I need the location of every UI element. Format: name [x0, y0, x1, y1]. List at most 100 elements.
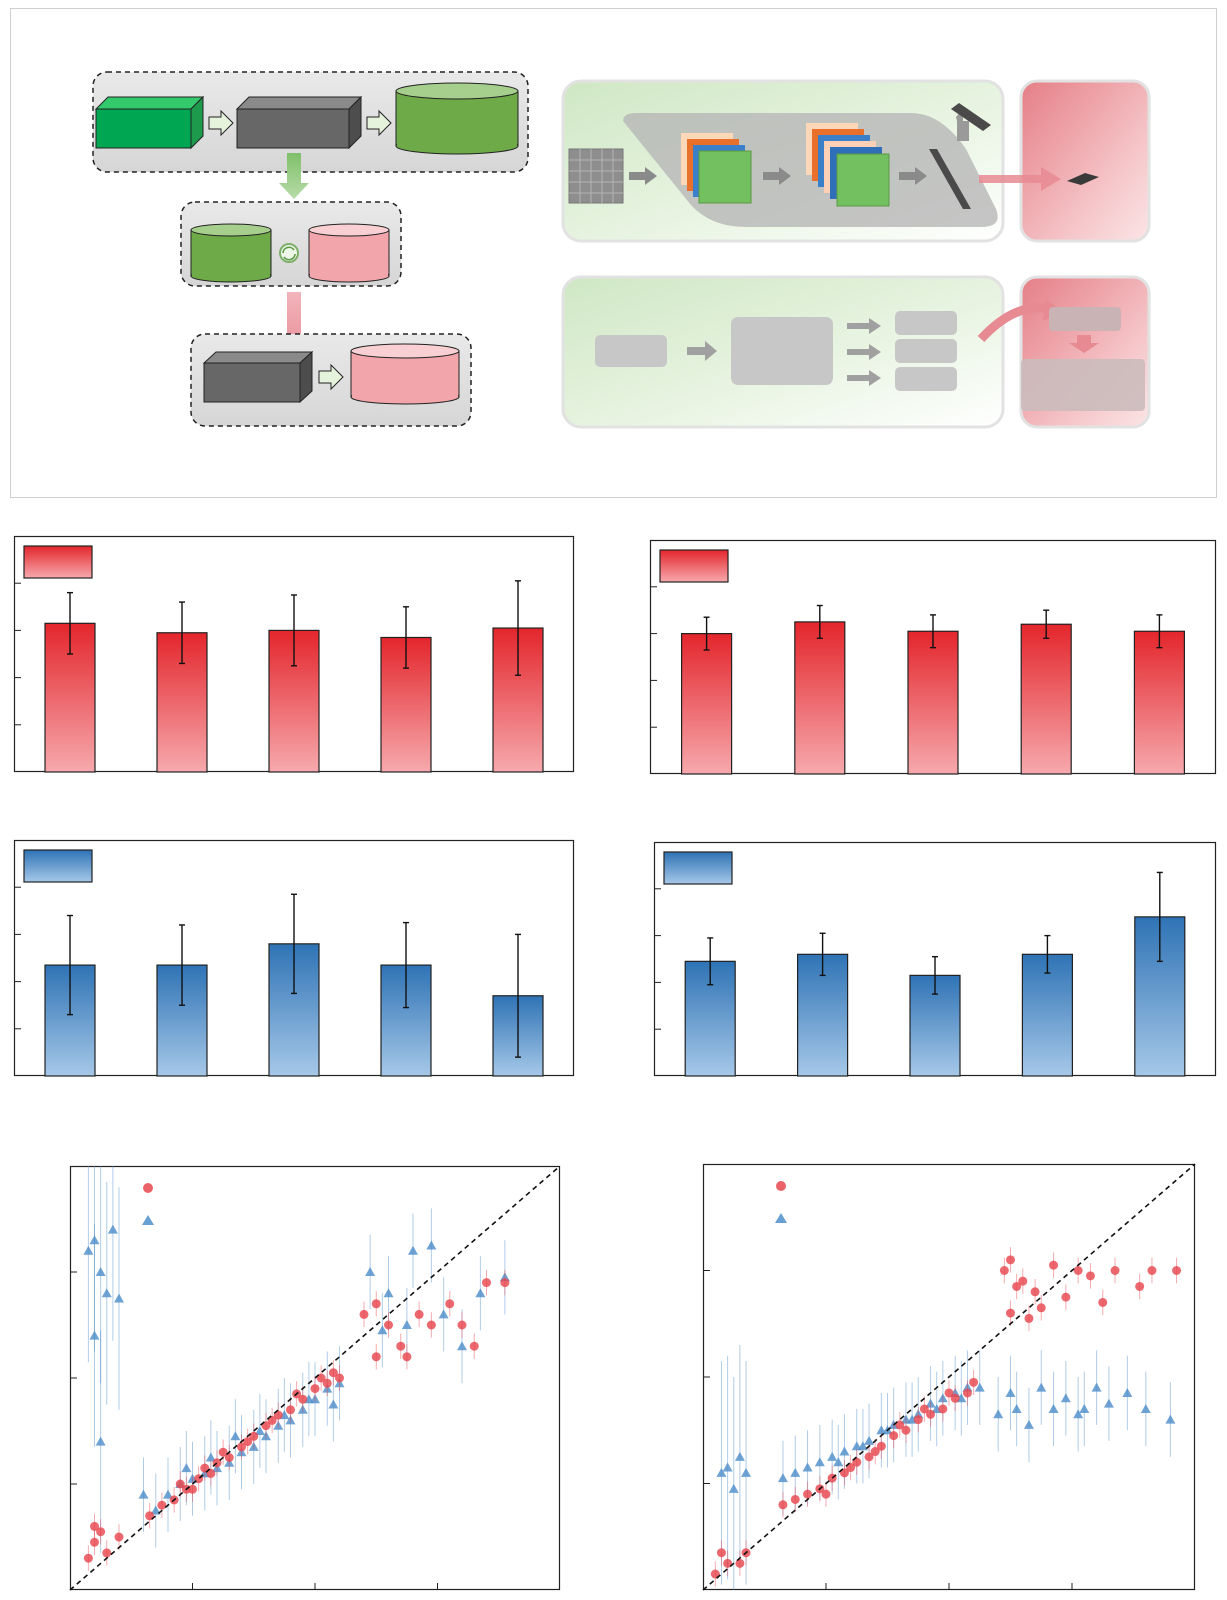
data-point-circle [1049, 1260, 1059, 1270]
bar-chart-svg [649, 539, 1217, 775]
data-point-triangle [365, 1267, 376, 1276]
data-point-triangle [937, 1393, 948, 1403]
data-point-circle [396, 1341, 406, 1351]
data-point-circle [322, 1378, 332, 1388]
data-point-circle [1024, 1313, 1034, 1323]
top-pipeline-group [92, 71, 529, 173]
data-point-circle [96, 1527, 106, 1537]
data-point-circle [969, 1377, 979, 1387]
data-point-triangle [107, 1224, 118, 1234]
data-point-circle [1172, 1266, 1182, 1275]
bar [907, 630, 959, 775]
cnn-panel [561, 79, 1005, 243]
data-point-triangle [1165, 1414, 1176, 1424]
data-point-circle [371, 1352, 381, 1362]
data-point-circle [83, 1553, 93, 1563]
data-point-triangle [1023, 1419, 1034, 1429]
gray-block [202, 350, 314, 404]
data-point-triangle [322, 1383, 333, 1393]
data-point-circle [1030, 1287, 1040, 1297]
data-point-circle [469, 1341, 479, 1351]
data-point-triangle [248, 1441, 259, 1451]
data-point-triangle [401, 1320, 412, 1329]
green-cylinder [190, 223, 272, 283]
bar-chart-blue-left [13, 839, 575, 1077]
data-point-triangle [150, 1505, 161, 1515]
data-point-triangle [83, 1245, 94, 1255]
data-point-triangle [1005, 1387, 1016, 1397]
data-point-circle [710, 1569, 720, 1579]
bar-chart-red-right [649, 539, 1217, 775]
data-point-circle [457, 1320, 467, 1330]
data-point-triangle [95, 1267, 106, 1276]
data-point-triangle [212, 1463, 222, 1473]
data-point-triangle [1122, 1387, 1133, 1397]
data-point-triangle [790, 1467, 801, 1477]
data-point-triangle [1079, 1403, 1090, 1413]
bar [1133, 630, 1185, 775]
data-point-circle [145, 1511, 155, 1521]
data-point-triangle [377, 1325, 388, 1335]
arrow-right-icon [208, 109, 234, 137]
green-cylinder [395, 82, 519, 155]
data-point-circle [870, 1447, 880, 1457]
arrow-right-icon [318, 363, 344, 391]
data-point-circle [1110, 1266, 1120, 1275]
feature-map-stack [681, 133, 752, 204]
output-panel [977, 275, 1151, 429]
data-point-circle [237, 1442, 246, 1452]
bar-chart-svg [653, 841, 1217, 1077]
data-point-circle [1098, 1297, 1108, 1307]
bar [1020, 623, 1072, 775]
data-point-circle [1012, 1281, 1022, 1291]
data-point-circle [1006, 1308, 1015, 1318]
data-point-circle [310, 1384, 320, 1394]
data-point-triangle [777, 1473, 788, 1483]
data-point-circle [249, 1431, 259, 1441]
data-point-triangle [857, 1441, 868, 1451]
data-point-circle [90, 1521, 99, 1531]
data-point-triangle [114, 1293, 124, 1303]
data-point-circle [864, 1452, 874, 1462]
data-point-circle [426, 1320, 436, 1330]
data-point-circle [803, 1489, 813, 1499]
data-point-circle [102, 1548, 112, 1558]
exchange-group [180, 201, 402, 287]
data-point-triangle [475, 1288, 486, 1298]
data-point-triangle [101, 1288, 112, 1298]
data-point-circle [328, 1368, 338, 1378]
data-point-triangle [224, 1457, 235, 1467]
data-point-triangle [864, 1435, 875, 1445]
data-point-circle [1061, 1292, 1071, 1302]
grid-icon [568, 148, 624, 204]
data-point-circle [273, 1410, 283, 1420]
bar-chart-blue-right [653, 841, 1217, 1077]
identity-line [702, 1163, 1196, 1591]
data-point-triangle [408, 1245, 418, 1255]
data-point-circle [839, 1468, 849, 1478]
legend-swatch [663, 851, 733, 885]
data-point-circle [1036, 1303, 1046, 1313]
arrow-down-icon [279, 292, 309, 354]
data-point-triangle [722, 1462, 733, 1472]
data-point-circle [950, 1393, 960, 1403]
scatter-plot-right [702, 1163, 1196, 1591]
legend-swatch [23, 849, 93, 883]
bar [681, 632, 733, 775]
data-point-triangle [716, 1467, 727, 1477]
bottom-pipeline-group [190, 333, 472, 427]
legend-triangle-marker [142, 1215, 154, 1225]
data-point-circle [876, 1441, 886, 1451]
data-point-circle [895, 1420, 905, 1430]
legend-swatch [659, 549, 729, 583]
data-point-triangle [974, 1382, 985, 1392]
data-point-circle [926, 1409, 936, 1419]
data-point-circle [482, 1278, 491, 1288]
data-point-circle [944, 1388, 954, 1398]
data-point-triangle [734, 1451, 745, 1461]
data-point-circle [852, 1457, 862, 1467]
gray-block [235, 95, 363, 150]
data-point-circle [114, 1532, 124, 1542]
data-point-circle [735, 1558, 745, 1568]
data-point-triangle [1011, 1403, 1022, 1413]
